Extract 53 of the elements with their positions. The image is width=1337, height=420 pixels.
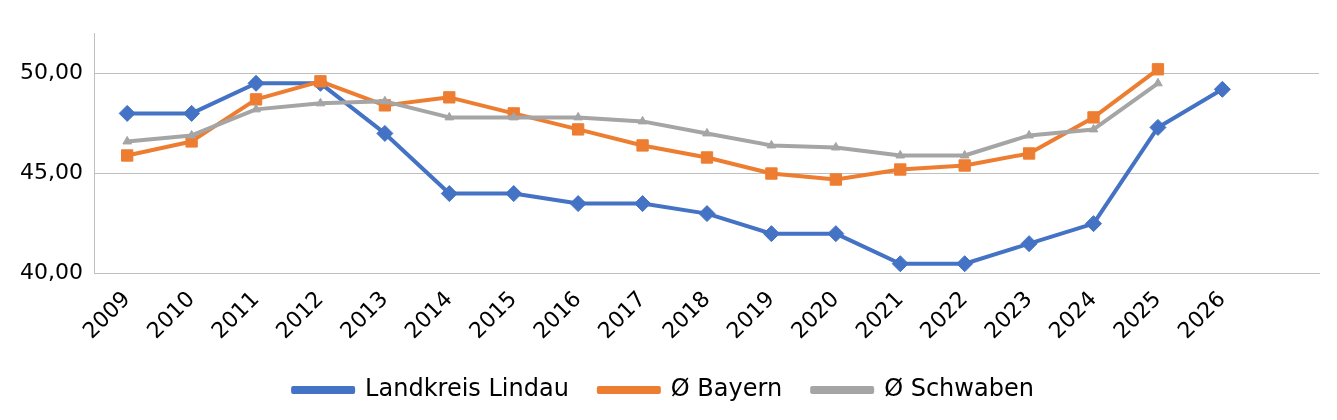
legend-label: Landkreis Lindau (365, 374, 569, 403)
point (1213, 80, 1231, 98)
point (1149, 118, 1167, 136)
point (508, 111, 519, 121)
point (765, 167, 778, 180)
point (380, 95, 390, 105)
point (637, 115, 648, 125)
point (956, 255, 974, 273)
point (894, 163, 907, 176)
point (959, 149, 970, 159)
y-tick-label: 50,00 (20, 59, 83, 85)
point (118, 104, 136, 122)
point (1022, 147, 1036, 160)
point (762, 225, 780, 243)
point (891, 255, 909, 273)
legend-label: Ø Bayern (670, 374, 783, 403)
point (569, 195, 587, 213)
point (440, 185, 458, 203)
y-tick-label: 45,00 (20, 159, 83, 185)
point (121, 149, 134, 162)
point (698, 205, 716, 223)
point (1153, 77, 1163, 87)
point (376, 124, 394, 142)
point (1020, 235, 1038, 253)
point (314, 75, 327, 88)
point (249, 93, 263, 106)
point (315, 97, 326, 107)
point (571, 123, 585, 136)
point (1088, 123, 1099, 133)
point (1151, 63, 1165, 76)
point (895, 149, 906, 159)
point (247, 74, 265, 92)
point (702, 127, 712, 137)
point (827, 225, 845, 243)
point (766, 139, 777, 149)
point (1087, 111, 1100, 124)
point (831, 141, 841, 151)
point (505, 185, 523, 203)
point (958, 159, 971, 172)
y-tick-label: 40,00 (20, 259, 83, 285)
point (636, 139, 649, 152)
point (829, 173, 842, 186)
point (186, 129, 197, 139)
point (444, 111, 455, 121)
point (122, 135, 133, 145)
point (573, 111, 583, 121)
point (700, 151, 714, 164)
point (634, 195, 652, 213)
point (1085, 215, 1103, 233)
point (1024, 129, 1034, 139)
point (443, 91, 456, 104)
legend-label: Ø Schwaben (884, 374, 1034, 403)
point (183, 104, 201, 122)
